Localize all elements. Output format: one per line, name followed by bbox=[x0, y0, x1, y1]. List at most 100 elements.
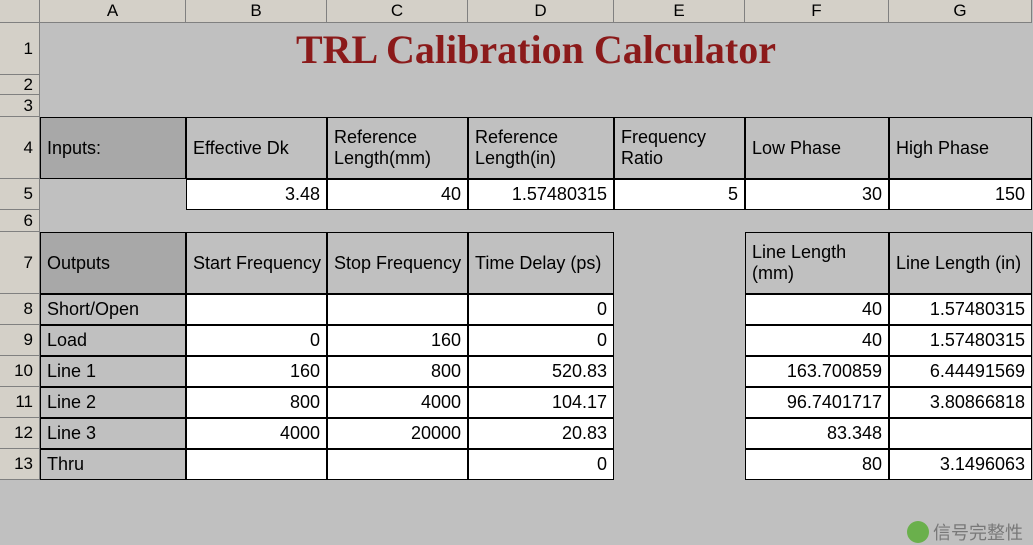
cell-E9[interactable] bbox=[614, 325, 745, 356]
row-header-2[interactable]: 2 bbox=[0, 75, 40, 95]
wechat-icon bbox=[907, 521, 929, 543]
inputs-header-4: Low Phase bbox=[745, 117, 889, 179]
output-len-in-5[interactable]: 3.1496063 bbox=[889, 449, 1032, 480]
output-stop-4[interactable]: 20000 bbox=[327, 418, 468, 449]
output-start-3[interactable]: 800 bbox=[186, 387, 327, 418]
cell-E10[interactable] bbox=[614, 356, 745, 387]
cell-D3[interactable] bbox=[468, 95, 614, 117]
col-header-F[interactable]: F bbox=[745, 0, 889, 23]
cell-C3[interactable] bbox=[327, 95, 468, 117]
output-delay-5[interactable]: 0 bbox=[468, 449, 614, 480]
row-header-11[interactable]: 11 bbox=[0, 387, 40, 418]
watermark-text: 信号完整性 bbox=[933, 519, 1023, 545]
output-len-mm-4[interactable]: 83.348 bbox=[745, 418, 889, 449]
cell-E12[interactable] bbox=[614, 418, 745, 449]
row-header-6[interactable]: 6 bbox=[0, 210, 40, 232]
cell-C6[interactable] bbox=[327, 210, 468, 232]
row-header-13[interactable]: 13 bbox=[0, 449, 40, 480]
col-header-B[interactable]: B bbox=[186, 0, 327, 23]
output-len-in-2[interactable]: 6.44491569 bbox=[889, 356, 1032, 387]
output-len-in-3[interactable]: 3.80866818 bbox=[889, 387, 1032, 418]
output-delay-0[interactable]: 0 bbox=[468, 294, 614, 325]
cell-E3[interactable] bbox=[614, 95, 745, 117]
inputs-value-3[interactable]: 5 bbox=[614, 179, 745, 210]
inputs-header-2: Reference Length(in) bbox=[468, 117, 614, 179]
cell-G3[interactable] bbox=[889, 95, 1032, 117]
cell-E2[interactable] bbox=[614, 75, 745, 95]
inputs-value-5[interactable]: 150 bbox=[889, 179, 1032, 210]
output-stop-1[interactable]: 160 bbox=[327, 325, 468, 356]
cell-E8[interactable] bbox=[614, 294, 745, 325]
output-delay-3[interactable]: 104.17 bbox=[468, 387, 614, 418]
row-header-9[interactable]: 9 bbox=[0, 325, 40, 356]
output-start-5[interactable] bbox=[186, 449, 327, 480]
outputs-right-header-1: Line Length (in) bbox=[889, 232, 1032, 294]
inputs-header-5: High Phase bbox=[889, 117, 1032, 179]
cell-C2[interactable] bbox=[327, 75, 468, 95]
spreadsheet-grid[interactable]: ABCDEFG12345678910111213TRL Calibration … bbox=[0, 0, 1033, 480]
outputs-right-header-0: Line Length (mm) bbox=[745, 232, 889, 294]
row-header-10[interactable]: 10 bbox=[0, 356, 40, 387]
output-len-mm-2[interactable]: 163.700859 bbox=[745, 356, 889, 387]
output-row-name-0: Short/Open bbox=[40, 294, 186, 325]
cell-A5[interactable] bbox=[40, 179, 186, 210]
cell-G6[interactable] bbox=[889, 210, 1032, 232]
cell-F6[interactable] bbox=[745, 210, 889, 232]
output-stop-2[interactable]: 800 bbox=[327, 356, 468, 387]
cell-B2[interactable] bbox=[186, 75, 327, 95]
output-len-mm-1[interactable]: 40 bbox=[745, 325, 889, 356]
output-len-in-0[interactable]: 1.57480315 bbox=[889, 294, 1032, 325]
cell-A3[interactable] bbox=[40, 95, 186, 117]
cell-A6[interactable] bbox=[40, 210, 186, 232]
output-stop-5[interactable] bbox=[327, 449, 468, 480]
cell-E7[interactable] bbox=[614, 232, 745, 294]
inputs-header-0: Effective Dk bbox=[186, 117, 327, 179]
output-len-in-1[interactable]: 1.57480315 bbox=[889, 325, 1032, 356]
cell-G2[interactable] bbox=[889, 75, 1032, 95]
col-header-C[interactable]: C bbox=[327, 0, 468, 23]
output-row-name-3: Line 2 bbox=[40, 387, 186, 418]
output-len-mm-5[interactable]: 80 bbox=[745, 449, 889, 480]
row-header-4[interactable]: 4 bbox=[0, 117, 40, 179]
page-title: TRL Calibration Calculator bbox=[40, 23, 1032, 75]
output-len-mm-0[interactable]: 40 bbox=[745, 294, 889, 325]
output-start-4[interactable]: 4000 bbox=[186, 418, 327, 449]
cell-D6[interactable] bbox=[468, 210, 614, 232]
cell-F2[interactable] bbox=[745, 75, 889, 95]
cell-F3[interactable] bbox=[745, 95, 889, 117]
cell-E6[interactable] bbox=[614, 210, 745, 232]
cell-E13[interactable] bbox=[614, 449, 745, 480]
watermark: 信号完整性 bbox=[907, 519, 1023, 545]
output-delay-2[interactable]: 520.83 bbox=[468, 356, 614, 387]
cell-A2[interactable] bbox=[40, 75, 186, 95]
output-start-2[interactable]: 160 bbox=[186, 356, 327, 387]
inputs-value-1[interactable]: 40 bbox=[327, 179, 468, 210]
col-header-E[interactable]: E bbox=[614, 0, 745, 23]
output-len-in-4[interactable] bbox=[889, 418, 1032, 449]
output-delay-4[interactable]: 20.83 bbox=[468, 418, 614, 449]
col-header-A[interactable]: A bbox=[40, 0, 186, 23]
row-header-8[interactable]: 8 bbox=[0, 294, 40, 325]
cell-B3[interactable] bbox=[186, 95, 327, 117]
row-header-1[interactable]: 1 bbox=[0, 23, 40, 75]
cell-E11[interactable] bbox=[614, 387, 745, 418]
output-start-1[interactable]: 0 bbox=[186, 325, 327, 356]
cell-B6[interactable] bbox=[186, 210, 327, 232]
inputs-value-4[interactable]: 30 bbox=[745, 179, 889, 210]
inputs-value-0[interactable]: 3.48 bbox=[186, 179, 327, 210]
output-start-0[interactable] bbox=[186, 294, 327, 325]
row-header-3[interactable]: 3 bbox=[0, 95, 40, 117]
row-header-5[interactable]: 5 bbox=[0, 179, 40, 210]
output-len-mm-3[interactable]: 96.7401717 bbox=[745, 387, 889, 418]
row-header-7[interactable]: 7 bbox=[0, 232, 40, 294]
output-stop-0[interactable] bbox=[327, 294, 468, 325]
row-header-12[interactable]: 12 bbox=[0, 418, 40, 449]
cell-D2[interactable] bbox=[468, 75, 614, 95]
inputs-value-2[interactable]: 1.57480315 bbox=[468, 179, 614, 210]
inputs-header-1: Reference Length(mm) bbox=[327, 117, 468, 179]
output-stop-3[interactable]: 4000 bbox=[327, 387, 468, 418]
outputs-label: Outputs bbox=[40, 232, 186, 294]
col-header-G[interactable]: G bbox=[889, 0, 1032, 23]
col-header-D[interactable]: D bbox=[468, 0, 614, 23]
output-delay-1[interactable]: 0 bbox=[468, 325, 614, 356]
